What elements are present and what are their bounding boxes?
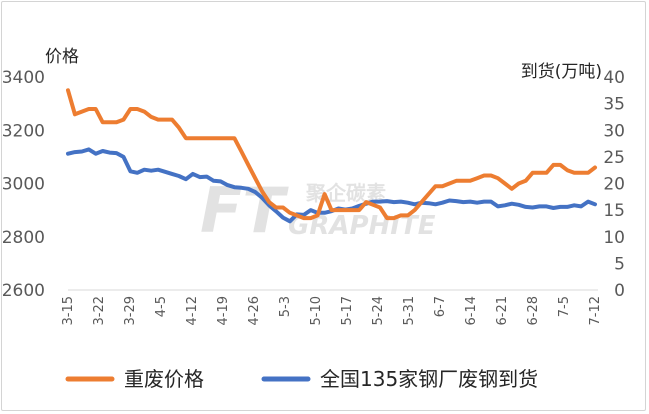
legend: 重废价格 全国135家钢厂废钢到货 bbox=[65, 367, 538, 391]
x-tick-label: 4-5 bbox=[154, 296, 169, 317]
x-tick-label: 3-22 bbox=[92, 296, 107, 326]
right-tick-label: 20 bbox=[603, 175, 625, 195]
right-tick-label: 40 bbox=[603, 68, 625, 88]
x-tick-label: 4-26 bbox=[247, 296, 262, 326]
right-tick-label: 0 bbox=[614, 281, 625, 301]
watermark-brand-en: GRAPHITE bbox=[288, 211, 436, 241]
left-axis-ticks: 2600 2800 3000 3200 3400 bbox=[2, 68, 45, 301]
left-tick-label: 2800 bbox=[2, 228, 45, 248]
right-axis-ticks: 0 5 10 15 20 25 30 35 40 bbox=[603, 68, 625, 301]
right-tick-label: 30 bbox=[603, 121, 625, 141]
x-tick-label: 4-19 bbox=[216, 296, 231, 326]
right-tick-label: 10 bbox=[603, 228, 625, 248]
x-axis-ticks: 3-15 3-22 3-29 4-5 4-12 4-19 4-26 5-3 5-10 5-17 5-… bbox=[61, 296, 603, 326]
x-tick-label: 6-14 bbox=[464, 296, 479, 326]
right-tick-label: 25 bbox=[603, 148, 625, 168]
right-tick-label: 5 bbox=[614, 254, 625, 274]
x-tick-label: 7-5 bbox=[557, 296, 572, 317]
x-tick-label: 5-17 bbox=[340, 296, 355, 326]
x-tick-label: 3-29 bbox=[123, 296, 138, 326]
left-tick-label: 2600 bbox=[2, 281, 45, 301]
x-tick-label: 4-12 bbox=[185, 296, 200, 326]
left-tick-label: 3200 bbox=[2, 121, 45, 141]
x-tick-label: 5-24 bbox=[371, 296, 386, 326]
right-tick-label: 15 bbox=[603, 201, 625, 221]
x-tick-label: 6-7 bbox=[433, 296, 448, 317]
right-tick-label: 35 bbox=[603, 95, 625, 115]
x-tick-label: 6-21 bbox=[495, 296, 510, 326]
x-tick-label: 5-31 bbox=[402, 296, 417, 326]
legend-label-arrival: 全国135家钢厂废钢到货 bbox=[320, 367, 538, 391]
left-tick-label: 3000 bbox=[2, 175, 45, 195]
x-tick-label: 3-15 bbox=[61, 296, 76, 326]
left-axis-title: 价格 bbox=[45, 47, 79, 67]
left-tick-label: 3400 bbox=[2, 68, 45, 88]
x-tick-label: 6-28 bbox=[526, 296, 541, 326]
right-axis-title: 到货(万吨) bbox=[521, 62, 602, 82]
series-line-price bbox=[66, 88, 597, 221]
x-tick-label: 7-12 bbox=[588, 296, 603, 326]
series-lines bbox=[66, 88, 597, 224]
x-tick-label: 5-10 bbox=[309, 296, 324, 326]
x-tick-label: 5-3 bbox=[278, 296, 293, 317]
legend-label-price: 重废价格 bbox=[124, 367, 204, 391]
